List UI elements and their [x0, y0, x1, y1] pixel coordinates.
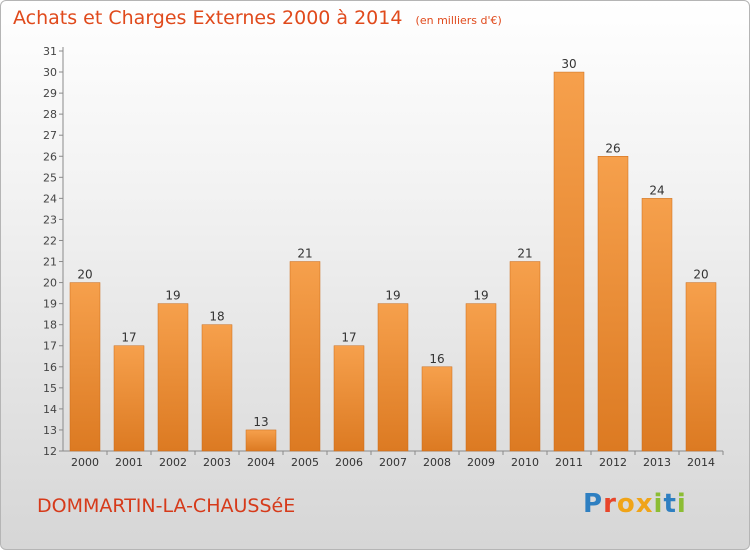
- chart-subtitle: (en milliers d'€): [415, 14, 502, 27]
- bar-value-label: 24: [649, 183, 664, 197]
- y-tick-label: 19: [43, 298, 57, 311]
- logo-letter: o: [616, 489, 636, 519]
- x-tick-label: 2011: [555, 456, 583, 469]
- city-name: DOMMARTIN-LA-CHAUSSéE: [37, 495, 296, 517]
- chart-title: Achats et Charges Externes 2000 à 2014: [13, 7, 403, 29]
- bar: [641, 198, 673, 452]
- bar-value-label: 18: [209, 310, 224, 324]
- y-tick-label: 26: [43, 150, 57, 163]
- bar: [421, 366, 453, 452]
- x-tick-label: 2000: [71, 456, 99, 469]
- y-tick-label: 21: [43, 256, 57, 269]
- bar: [201, 324, 233, 452]
- bar: [509, 261, 541, 452]
- y-tick-label: 28: [43, 108, 57, 121]
- bar-value-label: 19: [385, 289, 400, 303]
- x-tick-label: 2002: [159, 456, 187, 469]
- x-tick-label: 2010: [511, 456, 539, 469]
- y-tick-label: 16: [43, 361, 57, 374]
- x-tick-label: 2001: [115, 456, 143, 469]
- y-axis: 12 13 14 15 16 17 18 19 20 21 22 23 24 25 26 27 28 29 30 31: [43, 45, 64, 458]
- bar-value-label: 16: [429, 352, 444, 366]
- bars: 20 17 19 18 13 21 17 19 16 19 21 30 26 24 20: [69, 57, 717, 452]
- bar-value-label: 19: [473, 289, 488, 303]
- x-tick-label: 2009: [467, 456, 495, 469]
- bar-value-label: 21: [297, 247, 312, 261]
- y-tick-label: 30: [43, 66, 57, 79]
- y-tick-label: 14: [43, 403, 57, 416]
- y-tick-label: 12: [43, 445, 57, 458]
- y-tick-label: 13: [43, 424, 57, 437]
- bar-value-label: 13: [253, 415, 268, 429]
- bar-value-label: 20: [693, 268, 708, 282]
- proxiti-logo: Proxiti: [583, 489, 687, 519]
- bar-value-label: 19: [165, 289, 180, 303]
- bar: [377, 303, 409, 452]
- bar-value-label: 30: [561, 57, 576, 71]
- logo-letter: r: [603, 489, 617, 519]
- bar-value-label: 21: [517, 247, 532, 261]
- bar: [685, 282, 717, 452]
- x-axis: 2000 2001 2002 2003 2004 2005 2006 2007 2008 2009…: [63, 450, 724, 469]
- logo-letter: i: [676, 489, 687, 519]
- logo-letter: x: [635, 489, 654, 519]
- bar: [113, 345, 145, 452]
- y-tick-label: 23: [43, 213, 57, 226]
- bar-value-label: 17: [341, 331, 356, 345]
- bar: [553, 71, 585, 452]
- bar: [69, 282, 101, 452]
- chart-header: Achats et Charges Externes 2000 à 2014 (…: [13, 7, 502, 29]
- bar-value-label: 26: [605, 141, 620, 155]
- bar-value-label: 20: [77, 268, 92, 282]
- x-tick-label: 2014: [687, 456, 715, 469]
- bar: [465, 303, 497, 452]
- bar: [597, 156, 629, 452]
- x-tick-label: 2012: [599, 456, 627, 469]
- bar: [245, 429, 277, 452]
- y-tick-label: 20: [43, 277, 57, 290]
- y-tick-label: 24: [43, 192, 57, 205]
- bar: [333, 345, 365, 452]
- bar: [157, 303, 189, 452]
- y-tick-label: 18: [43, 319, 57, 332]
- y-tick-label: 25: [43, 171, 57, 184]
- bar-value-label: 17: [121, 331, 136, 345]
- logo-letter: t: [663, 489, 677, 519]
- y-tick-label: 15: [43, 382, 57, 395]
- x-tick-label: 2004: [247, 456, 275, 469]
- x-tick-label: 2007: [379, 456, 407, 469]
- x-tick-label: 2008: [423, 456, 451, 469]
- y-tick-label: 27: [43, 129, 57, 142]
- logo-letter: P: [583, 489, 604, 519]
- x-tick-label: 2003: [203, 456, 231, 469]
- x-tick-label: 2005: [291, 456, 319, 469]
- logo-letter: i: [653, 489, 664, 519]
- x-tick-label: 2006: [335, 456, 363, 469]
- bar: [289, 261, 321, 452]
- x-tick-label: 2013: [643, 456, 671, 469]
- y-tick-label: 31: [43, 45, 57, 58]
- y-tick-label: 17: [43, 340, 57, 353]
- y-tick-label: 22: [43, 234, 57, 247]
- y-tick-label: 29: [43, 87, 57, 100]
